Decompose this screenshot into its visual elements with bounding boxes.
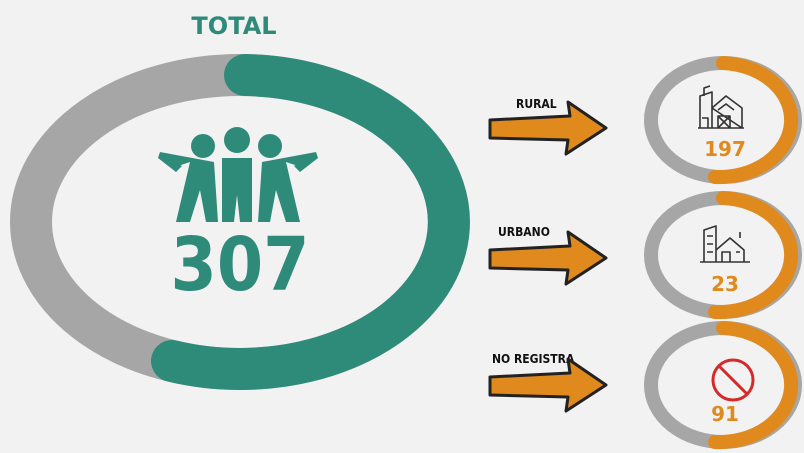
total-title: TOTAL (191, 12, 276, 40)
items: RURAL 197 URBANO 23 NO REGISTRA 91 (488, 56, 802, 450)
total-value: 307 (171, 222, 310, 308)
item-value: 91 (711, 402, 739, 426)
item-ring-accent (708, 191, 799, 320)
item-ring-accent (708, 321, 799, 450)
no-sign-slash (717, 364, 749, 396)
total-ring (10, 54, 470, 390)
no-sign-icon (711, 358, 755, 402)
arrow (488, 357, 608, 413)
people-icon (158, 127, 318, 222)
item-ring-accent (708, 56, 799, 185)
item-value: 197 (704, 137, 746, 161)
city-icon (700, 225, 750, 263)
item-label: URBANO (498, 225, 550, 239)
farm-icon (698, 85, 744, 129)
arrow (488, 230, 608, 286)
item-label: NO REGISTRA (492, 352, 575, 366)
arrow (488, 100, 608, 156)
item-label: RURAL (516, 97, 557, 111)
item-value: 23 (711, 272, 739, 296)
